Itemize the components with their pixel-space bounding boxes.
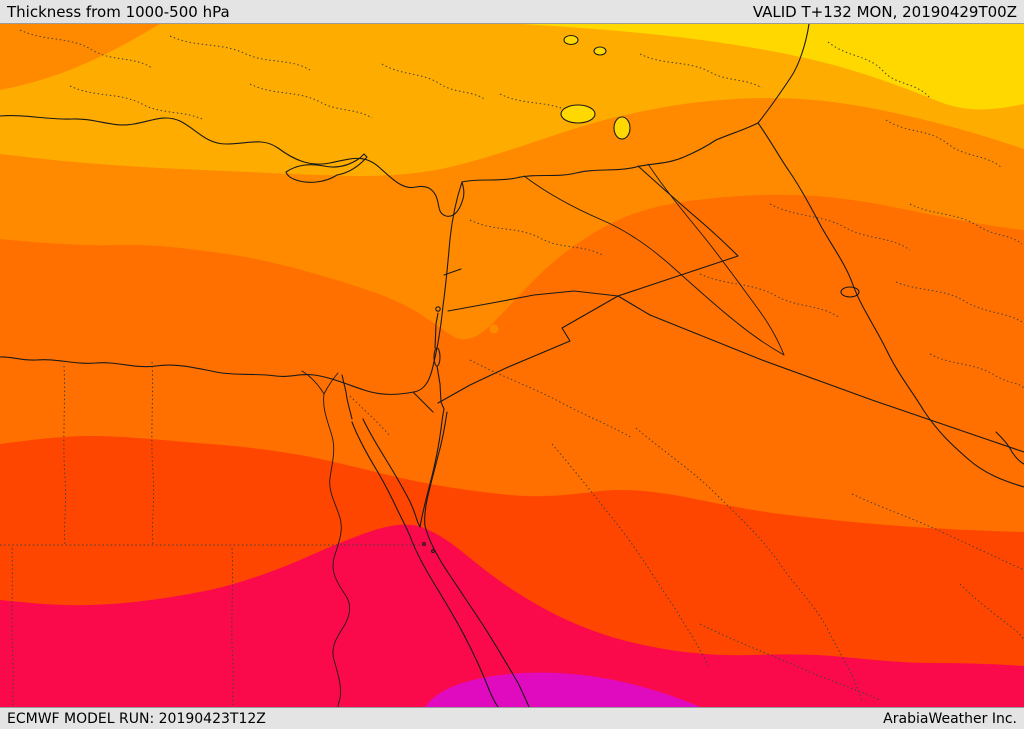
gulf-of-aqaba-red-sea-east-coast: [424, 411, 530, 707]
jordan-saudi-border: [437, 295, 619, 404]
kuwait-coast-line: [995, 431, 1024, 465]
israel-egypt-border: [412, 391, 434, 413]
jordan-iraq-border: [617, 295, 651, 316]
turkey-syria-border: [461, 139, 717, 183]
turkey-lake: [563, 34, 579, 46]
sea-of-galilee: [435, 306, 441, 312]
dead-sea: [433, 347, 441, 367]
turkey-south-coastline: [0, 115, 465, 217]
iran-salt-lake: [840, 286, 860, 298]
nile-delta-branch: [301, 370, 325, 395]
turkey-iran-border: [757, 24, 810, 124]
levant-egypt-coastline: [0, 181, 463, 395]
lake-urmia: [613, 116, 631, 140]
province-borders: [0, 29, 1024, 707]
header-bar: Thickness from 1000-500 hPa VALID T+132 …: [0, 0, 1024, 24]
iraq-saudi-border: [649, 314, 1024, 453]
suez-canal: [341, 374, 353, 420]
rivers: [301, 163, 785, 707]
gulf-of-suez-red-sea-west-coast: [351, 421, 499, 707]
map-title: Thickness from 1000-500 hPa: [7, 2, 230, 21]
band-magenta: [425, 672, 700, 707]
turkey-iraq-border: [715, 122, 759, 141]
red-sea-island: [431, 549, 435, 553]
turkey-lake: [593, 46, 607, 56]
red-sea-island: [422, 542, 426, 546]
lake-van: [560, 104, 596, 124]
euphrates-river: [523, 175, 785, 356]
map-canvas: [0, 24, 1024, 707]
thickness-map: [0, 24, 1024, 707]
valid-time-label: VALID T+132 MON, 20190429T00Z: [752, 2, 1017, 21]
footer-bar: ECMWF MODEL RUN: 20190423T12Z ArabiaWeat…: [0, 707, 1024, 729]
nile-river: [323, 393, 351, 707]
provider-label: ArabiaWeather Inc.: [883, 710, 1017, 727]
gulf-of-suez-sinai-coast: [362, 418, 416, 515]
band-red-pink: [0, 524, 1024, 707]
band-orange-northwest-corner: [0, 24, 160, 90]
syria-jordan-border: [447, 290, 619, 312]
thickness-bands: [0, 24, 1024, 707]
band-yellow: [520, 24, 1024, 110]
iraq-iran-border: [757, 122, 1024, 488]
arava-valley-line: [436, 365, 445, 410]
gulf-of-aqaba-sinai-coast: [414, 408, 445, 528]
nile-delta-branch: [323, 372, 339, 395]
cyprus-coastline: [285, 153, 368, 183]
model-run-label: ECMWF MODEL RUN: 20190423T12Z: [7, 710, 266, 727]
tigris-river: [647, 163, 785, 356]
lebanon-border: [443, 268, 462, 276]
country-borders: [0, 24, 1024, 707]
jordan-river: [434, 312, 439, 349]
contour-detail-dot: [489, 324, 499, 334]
syria-iraq-border: [617, 165, 739, 297]
